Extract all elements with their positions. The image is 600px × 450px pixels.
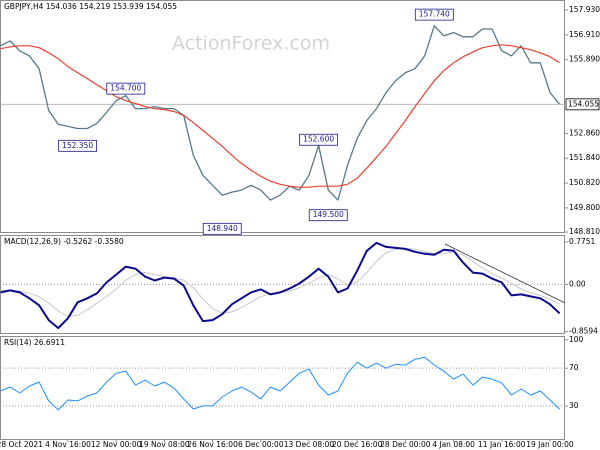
trend-line — [444, 243, 566, 304]
y-tick-label: 152.860 — [569, 128, 600, 137]
panel-title: GBPJPY,H4 154.036 154.219 153.939 154.05… — [4, 2, 177, 11]
y-tick-label: 0.00 — [569, 280, 586, 289]
series-line — [0, 44, 560, 188]
y-tick-label: 157.930 — [569, 5, 600, 14]
annotation-box — [299, 133, 339, 146]
last-price-label: 154.055 — [568, 99, 599, 108]
y-tick-label: 148.810 — [569, 227, 600, 236]
x-tick-label: 4 Nov 16:00 — [45, 440, 91, 449]
x-tick-label: 11 Jan 16:00 — [478, 440, 526, 449]
x-tick-label: 19 Jan 00:00 — [526, 440, 574, 449]
y-tick-label: 156.910 — [569, 30, 600, 39]
annotation-box — [58, 139, 98, 152]
last-price-box — [565, 98, 600, 111]
x-tick-label: 20 Dec 16:00 — [332, 440, 383, 449]
y-tick-label: 0.7751 — [569, 237, 595, 246]
x-tick-label: 12 Nov 00:00 — [91, 440, 142, 449]
x-tick-label: 6 Dec 00:00 — [238, 440, 284, 449]
y-tick-label: -0.8594 — [569, 327, 598, 336]
annotation-box — [202, 222, 242, 235]
panel-title: RSI(14) 26.6911 — [4, 338, 65, 347]
x-tick-label: 13 Dec 08:00 — [284, 440, 335, 449]
rsi-panel — [0, 336, 565, 440]
annotation-box — [308, 209, 348, 222]
annotation-box — [106, 82, 146, 95]
annotation-label: 154.700 — [110, 84, 141, 93]
annotation-label: 152.600 — [303, 135, 334, 144]
y-tick-label: 155.890 — [569, 55, 600, 64]
x-tick-label: 28 Dec 00:00 — [380, 440, 431, 449]
annotation-label: 148.940 — [207, 224, 238, 233]
series-line — [0, 241, 561, 330]
x-tick-label: 19 Nov 08:00 — [139, 440, 190, 449]
watermark: ActionForex.com — [172, 33, 330, 55]
series-line — [0, 25, 561, 201]
series-line — [0, 356, 560, 411]
y-tick-label: 151.840 — [569, 153, 600, 162]
annotation-box — [414, 8, 454, 21]
y-tick-label: 150.820 — [569, 178, 600, 187]
panel-title: MACD(12,26,9) -0.5262 -0.3580 — [4, 237, 124, 246]
x-tick-label: 4 Jan 08:00 — [432, 440, 475, 449]
annotation-label: 157.740 — [419, 10, 450, 19]
x-tick-label: 26 Nov 16:00 — [187, 440, 238, 449]
price-panel — [0, 0, 565, 233]
y-tick-label: 30 — [569, 401, 579, 410]
y-tick-label: 70 — [569, 363, 579, 372]
annotation-label: 149.500 — [313, 210, 344, 219]
x-tick-label: 28 Oct 2021 — [0, 440, 43, 449]
y-tick-label: 100 — [569, 335, 584, 344]
y-tick-label: 149.800 — [569, 203, 600, 212]
annotation-label: 152.350 — [62, 141, 93, 150]
